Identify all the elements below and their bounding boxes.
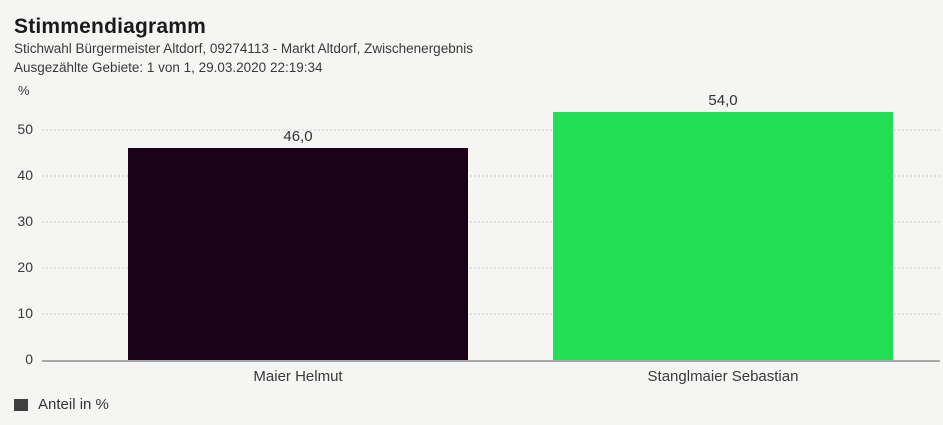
chart-subtitle-counted-areas: Ausgezählte Gebiete: 1 von 1, 29.03.2020… (14, 60, 323, 75)
y-tick-label-20: 20 (17, 259, 33, 275)
y-gridline-10 (42, 313, 940, 315)
chart-title: Stimmendiagramm (14, 15, 207, 38)
y-tick-label-10: 10 (17, 305, 33, 321)
y-gridline-30 (42, 221, 940, 223)
y-tick-label-40: 40 (17, 167, 33, 183)
category-label-maier-helmut: Maier Helmut (253, 368, 343, 385)
y-gridline-20 (42, 267, 940, 269)
y-gridline-50 (42, 129, 940, 131)
y-gridline-40 (42, 175, 940, 177)
legend-marker (14, 398, 28, 411)
value-label-maier-helmut: 46,0 (283, 128, 313, 146)
chart-subtitle-election: Stichwahl Bürgermeister Altdorf, 0927411… (14, 41, 473, 56)
y-tick-label-30: 30 (17, 213, 33, 229)
legend-label: Anteil in % (38, 396, 109, 413)
y-tick-label-0: 0 (25, 351, 33, 367)
y-axis-unit-label: % (18, 83, 30, 98)
category-label-stanglmaier-sebastian: Stanglmaier Sebastian (647, 368, 799, 385)
y-tick-label-50: 50 (17, 121, 33, 137)
value-label-stanglmaier-sebastian: 54,0 (708, 91, 738, 109)
legend-item-anteil[interactable]: Anteil in % (14, 396, 109, 413)
bar-stanglmaier-sebastian[interactable] (553, 111, 893, 360)
bar-maier-helmut[interactable] (128, 148, 468, 360)
x-axis-line (42, 360, 940, 362)
